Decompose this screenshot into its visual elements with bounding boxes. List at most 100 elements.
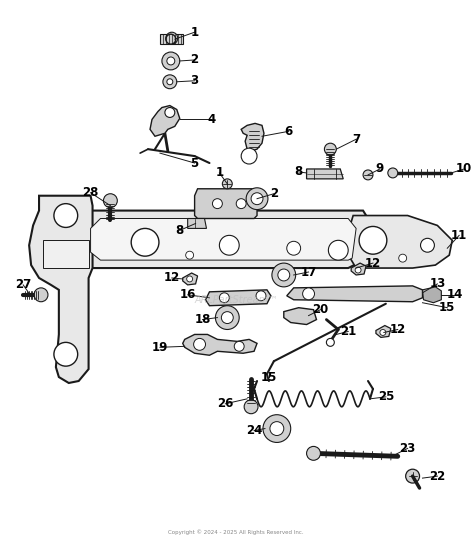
Circle shape [278, 269, 290, 281]
Circle shape [272, 263, 296, 287]
Circle shape [270, 422, 284, 435]
Polygon shape [29, 196, 92, 383]
Text: 12: 12 [164, 271, 180, 284]
Circle shape [251, 193, 263, 205]
Polygon shape [182, 273, 198, 285]
Circle shape [54, 342, 78, 366]
Polygon shape [241, 124, 264, 151]
Circle shape [54, 203, 78, 228]
Circle shape [355, 267, 361, 273]
Text: 21: 21 [340, 325, 356, 338]
Circle shape [380, 329, 386, 335]
Circle shape [163, 75, 177, 89]
Circle shape [212, 199, 222, 208]
Text: 16: 16 [180, 288, 196, 301]
Circle shape [234, 341, 244, 351]
Circle shape [215, 306, 239, 329]
Text: 18: 18 [194, 313, 211, 326]
Circle shape [363, 170, 373, 180]
Circle shape [359, 226, 387, 254]
Polygon shape [422, 287, 441, 302]
Text: 23: 23 [400, 442, 416, 455]
Circle shape [219, 235, 239, 255]
Circle shape [241, 148, 257, 164]
Text: 1: 1 [215, 166, 223, 179]
Circle shape [399, 254, 407, 262]
Circle shape [236, 199, 246, 208]
Circle shape [186, 251, 193, 259]
Circle shape [34, 288, 48, 302]
Circle shape [103, 194, 118, 208]
Polygon shape [376, 325, 391, 337]
Circle shape [324, 143, 336, 155]
Text: 1: 1 [191, 26, 199, 39]
Text: 17: 17 [301, 265, 317, 278]
Polygon shape [351, 263, 366, 275]
Circle shape [162, 52, 180, 70]
Text: 14: 14 [447, 288, 464, 301]
Text: 12: 12 [390, 323, 406, 336]
Text: 19: 19 [152, 341, 168, 354]
Polygon shape [350, 216, 452, 268]
Text: 2: 2 [270, 187, 278, 200]
Circle shape [388, 168, 398, 178]
Polygon shape [188, 218, 207, 229]
Circle shape [221, 312, 233, 323]
Text: 13: 13 [429, 277, 446, 290]
Polygon shape [91, 218, 356, 260]
Text: 28: 28 [82, 186, 99, 199]
Polygon shape [43, 240, 89, 268]
Circle shape [287, 241, 301, 255]
Circle shape [193, 339, 206, 350]
Polygon shape [206, 290, 271, 306]
Text: 15: 15 [439, 301, 456, 314]
Text: 6: 6 [284, 125, 293, 138]
Circle shape [256, 291, 266, 301]
Text: 9: 9 [376, 162, 384, 176]
Polygon shape [307, 169, 343, 179]
Polygon shape [195, 189, 257, 218]
Circle shape [307, 446, 320, 460]
Text: 24: 24 [246, 424, 262, 437]
Text: 15: 15 [261, 370, 277, 383]
Circle shape [166, 32, 178, 44]
Text: 10: 10 [456, 162, 472, 176]
Text: 20: 20 [312, 303, 328, 316]
Text: 26: 26 [217, 397, 234, 410]
Circle shape [165, 108, 175, 118]
Circle shape [420, 238, 434, 252]
Text: 5: 5 [191, 156, 199, 170]
Text: 27: 27 [15, 278, 31, 292]
Text: 22: 22 [429, 470, 446, 482]
Circle shape [131, 229, 159, 256]
Circle shape [244, 400, 258, 414]
Text: 3: 3 [191, 74, 199, 88]
Circle shape [167, 79, 173, 85]
Text: 8: 8 [176, 224, 184, 237]
Circle shape [406, 469, 419, 483]
Circle shape [166, 34, 176, 44]
Polygon shape [182, 334, 257, 355]
Polygon shape [81, 211, 368, 268]
Text: 4: 4 [207, 113, 216, 126]
Circle shape [327, 339, 334, 346]
Text: 8: 8 [294, 165, 303, 178]
Text: ARLPartStream™: ARLPartStream™ [194, 295, 278, 305]
Polygon shape [150, 106, 180, 136]
Circle shape [302, 288, 315, 300]
Circle shape [187, 276, 192, 282]
Text: 11: 11 [451, 229, 467, 242]
Text: Copyright © 2024 - 2025 All Rights Reserved Inc.: Copyright © 2024 - 2025 All Rights Reser… [168, 530, 304, 536]
Text: 2: 2 [191, 54, 199, 67]
Circle shape [246, 188, 268, 210]
Circle shape [328, 240, 348, 260]
Text: 7: 7 [352, 133, 360, 146]
Circle shape [263, 415, 291, 443]
Circle shape [222, 179, 232, 189]
Circle shape [219, 293, 229, 302]
Polygon shape [284, 307, 317, 324]
Polygon shape [160, 34, 182, 44]
Circle shape [167, 57, 175, 65]
Text: 25: 25 [378, 391, 394, 403]
Text: 12: 12 [365, 257, 381, 270]
